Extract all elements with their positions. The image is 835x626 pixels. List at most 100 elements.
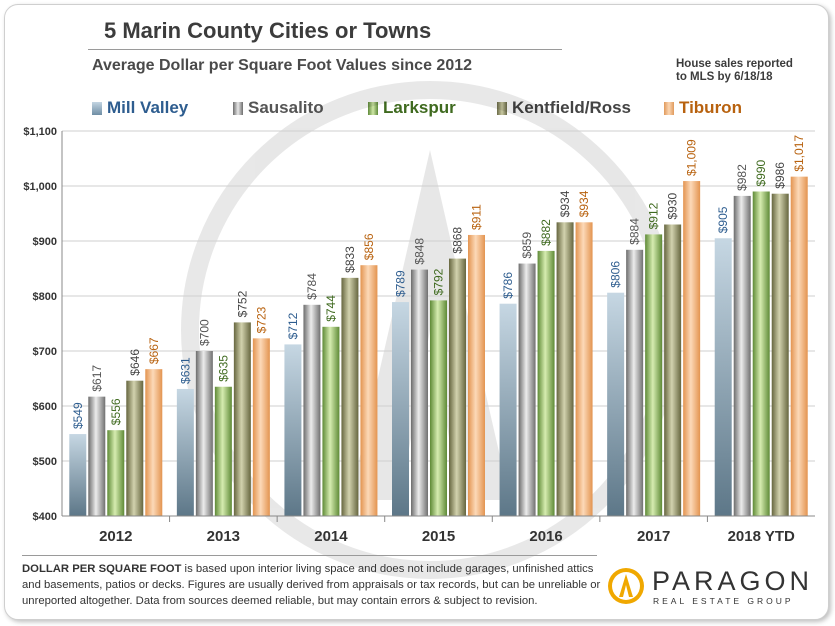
bar xyxy=(683,181,701,517)
bar xyxy=(360,265,378,516)
chart-subtitle: Average Dollar per Square Foot Values si… xyxy=(92,57,473,74)
bar-value-label: $752 xyxy=(235,290,249,317)
legend-item-kentfield-ross: Kentfield/Ross xyxy=(497,98,631,118)
bar xyxy=(145,369,163,516)
bar-value-label: $635 xyxy=(216,355,230,382)
y-tick-label: $1,100 xyxy=(23,126,57,138)
bar xyxy=(322,326,340,516)
legend-item-sausalito: Sausalito xyxy=(233,98,324,118)
bar-value-label: $905 xyxy=(716,206,730,233)
y-tick-label: $800 xyxy=(33,291,57,303)
bar xyxy=(449,258,466,516)
y-tick-label: $700 xyxy=(33,346,57,358)
bar-value-label: $646 xyxy=(128,349,142,376)
bar xyxy=(107,430,125,516)
bar xyxy=(284,344,302,516)
legend-swatch xyxy=(497,101,507,115)
bar-value-label: $792 xyxy=(432,268,446,295)
y-tick-label: $600 xyxy=(33,401,57,413)
footnote-bold: DOLLAR PER SQUARE FOOT xyxy=(22,563,182,575)
bar xyxy=(556,222,574,517)
bar xyxy=(195,351,213,516)
bar xyxy=(430,300,447,516)
bar-value-label: $848 xyxy=(413,238,427,265)
chart-legend: Mill Valley Sausalito Larkspur Kentfield… xyxy=(0,98,835,122)
bar-value-label: $700 xyxy=(197,319,211,346)
bar xyxy=(88,396,106,516)
bar-value-label: $990 xyxy=(754,159,768,186)
x-category-label: 2013 xyxy=(207,528,240,545)
bar-value-label: $549 xyxy=(71,402,85,429)
bar xyxy=(468,234,485,516)
bar xyxy=(626,249,644,517)
data-note: House sales reported to MLS by 6/18/18 xyxy=(676,58,796,84)
bar xyxy=(771,193,789,516)
bar-value-label: $1,009 xyxy=(685,139,699,176)
y-tick-label: $1,000 xyxy=(23,181,57,193)
bar xyxy=(752,191,770,516)
bar xyxy=(499,303,517,516)
bar xyxy=(341,277,359,516)
bar xyxy=(537,250,555,516)
bar-value-label: $667 xyxy=(147,337,161,364)
bar xyxy=(714,238,732,516)
bar-value-label: $930 xyxy=(666,192,680,219)
brand-name: PARAGON xyxy=(652,566,814,596)
bar-value-label: $884 xyxy=(628,218,642,245)
legend-swatch xyxy=(664,101,674,115)
legend-item-larkspur: Larkspur xyxy=(368,98,456,118)
bar xyxy=(252,338,270,516)
legend-item-mill-valley: Mill Valley xyxy=(92,98,188,118)
bar xyxy=(411,269,428,516)
bar-value-label: $986 xyxy=(773,162,787,189)
bar xyxy=(607,292,625,516)
bar-value-label: $723 xyxy=(254,306,268,333)
bar-value-label: $859 xyxy=(520,232,534,259)
bar-value-label: $833 xyxy=(343,246,357,273)
bar xyxy=(575,222,593,517)
x-category-label: 2017 xyxy=(637,528,670,545)
bars: $549 $617 $556 $646 $667 $631 $700 $635 $752 $723… xyxy=(69,135,808,517)
footnote-divider xyxy=(22,555,597,556)
bar xyxy=(518,263,536,516)
y-tick-label: $900 xyxy=(33,236,57,248)
bar-value-label: $934 xyxy=(558,190,572,217)
bar-value-label: $556 xyxy=(109,398,123,425)
bar-value-label: $789 xyxy=(394,270,408,297)
bar-value-label: $868 xyxy=(451,227,465,254)
bar-value-label: $1,017 xyxy=(792,135,806,172)
bar-value-label: $912 xyxy=(647,202,661,229)
bar xyxy=(645,234,663,516)
bar xyxy=(392,302,409,516)
legend-label: Tiburon xyxy=(679,98,742,117)
bar-value-label: $786 xyxy=(501,272,515,299)
brand-subtitle: REAL ESTATE GROUP xyxy=(653,596,794,606)
bar xyxy=(126,380,144,516)
x-category-label: 2012 xyxy=(99,528,132,545)
x-axis: 2012 2013 2014 2015 2016 2017 2018 YTD xyxy=(62,515,815,545)
title-divider xyxy=(88,49,562,50)
legend-label: Sausalito xyxy=(248,98,324,117)
x-category-label: 2015 xyxy=(422,528,455,545)
legend-swatch xyxy=(92,101,102,115)
bar xyxy=(790,176,808,516)
bar xyxy=(233,322,251,516)
paragon-logo-icon xyxy=(608,568,644,604)
bar xyxy=(303,304,321,516)
bar xyxy=(733,195,751,516)
legend-label: Larkspur xyxy=(383,98,456,117)
bar xyxy=(69,434,87,516)
x-category-label: 2016 xyxy=(529,528,562,545)
bar-value-label: $784 xyxy=(305,273,319,300)
bar xyxy=(214,386,232,516)
bar-value-label: $712 xyxy=(286,312,300,339)
bar-value-label: $856 xyxy=(362,233,376,260)
data-note-line2: to MLS by 6/18/18 xyxy=(676,71,773,83)
bar-value-label: $982 xyxy=(735,164,749,191)
bar xyxy=(176,388,194,516)
footnote: DOLLAR PER SQUARE FOOT is based upon int… xyxy=(22,561,612,609)
y-tick-label: $400 xyxy=(33,511,57,523)
data-note-line1: House sales reported xyxy=(676,58,793,70)
bar-value-label: $744 xyxy=(324,295,338,322)
